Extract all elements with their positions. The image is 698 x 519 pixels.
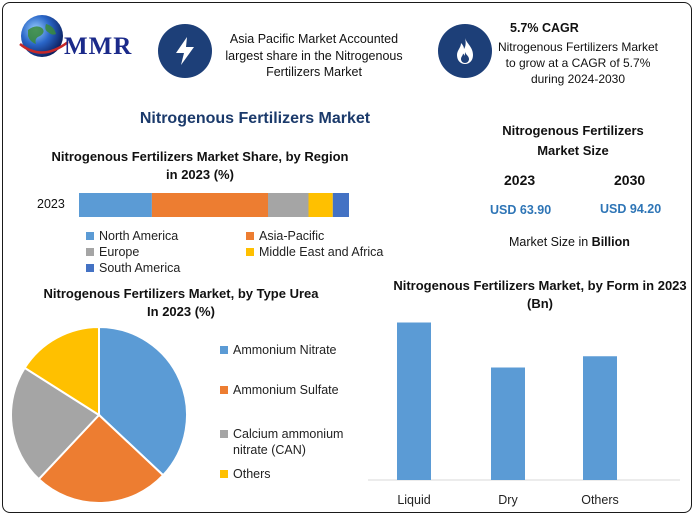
legend-swatch [220, 346, 228, 354]
header-stat-asia-pacific: Asia Pacific Market Accounted largest sh… [225, 32, 403, 79]
lightning-bolt-icon [176, 37, 194, 65]
legend-label: Ammonium Nitrate [233, 343, 337, 357]
market-size-unit-label: Market Size in [509, 235, 592, 249]
legend-item-europe: Europe [86, 245, 246, 259]
pie-slice-calcium-ammonium-nitrate-can [10, 366, 101, 481]
market-size-value-2030: USD 94.20 [600, 202, 662, 216]
pie-slice-ammonium-nitrate [98, 325, 188, 477]
form-bar-dry [491, 367, 525, 480]
header-icon-badge [438, 24, 492, 78]
legend-swatch [246, 232, 254, 240]
region-chart-legend: North America Asia-Pacific Europe Middle Ea… [86, 229, 406, 275]
legend-label: Others [233, 467, 271, 481]
legend-swatch [246, 248, 254, 256]
legend-label: North America [99, 229, 179, 243]
market-size-unit: Market Size in Billion [509, 235, 630, 249]
form-column-chart: Liquid Dry Others [368, 322, 680, 507]
region-stacked-bar-chart [79, 193, 349, 217]
legend-label: Middle East and Africa [259, 245, 384, 259]
legend-item-middle-east-and-africa: Middle East and Africa [246, 245, 406, 259]
globe-logo-icon [19, 15, 69, 57]
page-title: Nitrogenous Fertilizers Market [139, 110, 371, 127]
type-chart-title: Nitrogenous Fertilizers Market, by Type … [43, 286, 319, 319]
region-bar-segment-south-america [332, 193, 349, 217]
x-tick-label-liquid: Liquid [397, 493, 430, 507]
type-pie-chart [10, 325, 188, 504]
region-chart-category-label: 2023 [37, 197, 65, 211]
region-bar-segment-asia-pacific [151, 193, 268, 217]
market-size-title: Nitrogenous Fertilizers Market Size [502, 123, 644, 158]
legend-item-ammonium-nitrate: Ammonium Nitrate [220, 342, 360, 358]
legend-label: Asia-Pacific [259, 229, 325, 243]
form-bar-liquid [397, 322, 431, 480]
legend-item-ammonium-sulfate: Ammonium Sulfate [220, 382, 360, 398]
infographic-frame [2, 2, 692, 513]
legend-swatch [86, 264, 94, 272]
x-tick-label-others: Others [581, 493, 619, 507]
logo-text: MMR [64, 33, 133, 60]
legend-item-south-america: South America [86, 261, 246, 275]
flame-icon [457, 38, 473, 64]
form-chart-title: Nitrogenous Fertilizers Market, by Form … [393, 278, 687, 311]
region-bar-segment-north-america [79, 193, 152, 217]
legend-item-north-america: North America [86, 229, 246, 243]
region-bar-segment-europe [268, 193, 309, 217]
cagr-description: Nitrogenous Fertilizers Market to grow a… [497, 40, 659, 86]
legend-label: Europe [99, 245, 140, 259]
cagr-title: 5.7% CAGR [510, 21, 579, 35]
legend-swatch [220, 470, 228, 478]
x-tick-label-dry: Dry [498, 493, 518, 507]
market-size-unit-bold: Billion [591, 235, 630, 249]
region-chart-title: Nitrogenous Fertilizers Market Share, by… [51, 149, 349, 182]
market-size-year-2030: 2030 [614, 172, 646, 188]
legend-item-asia-pacific: Asia-Pacific [246, 229, 406, 243]
pie-slice-others [23, 325, 100, 417]
legend-label: Calcium ammonium nitrate (CAN) [233, 427, 344, 457]
pie-slice-ammonium-sulfate [37, 413, 165, 504]
legend-label: Ammonium Sulfate [233, 383, 339, 397]
market-size-year-2023: 2023 [504, 172, 536, 188]
form-bar-others [583, 356, 617, 480]
legend-swatch [220, 386, 228, 394]
legend-swatch [86, 248, 94, 256]
market-size-value-2023: USD 63.90 [490, 203, 552, 217]
region-bar-segment-middle-east-and-africa [308, 193, 333, 217]
legend-item-calcium-ammonium-nitrate-can: Calcium ammonium nitrate (CAN) [220, 426, 360, 458]
header-icon-badge [158, 24, 212, 78]
legend-item-others: Others [220, 466, 360, 482]
legend-swatch [220, 430, 228, 438]
legend-label: South America [99, 261, 181, 275]
legend-swatch [86, 232, 94, 240]
